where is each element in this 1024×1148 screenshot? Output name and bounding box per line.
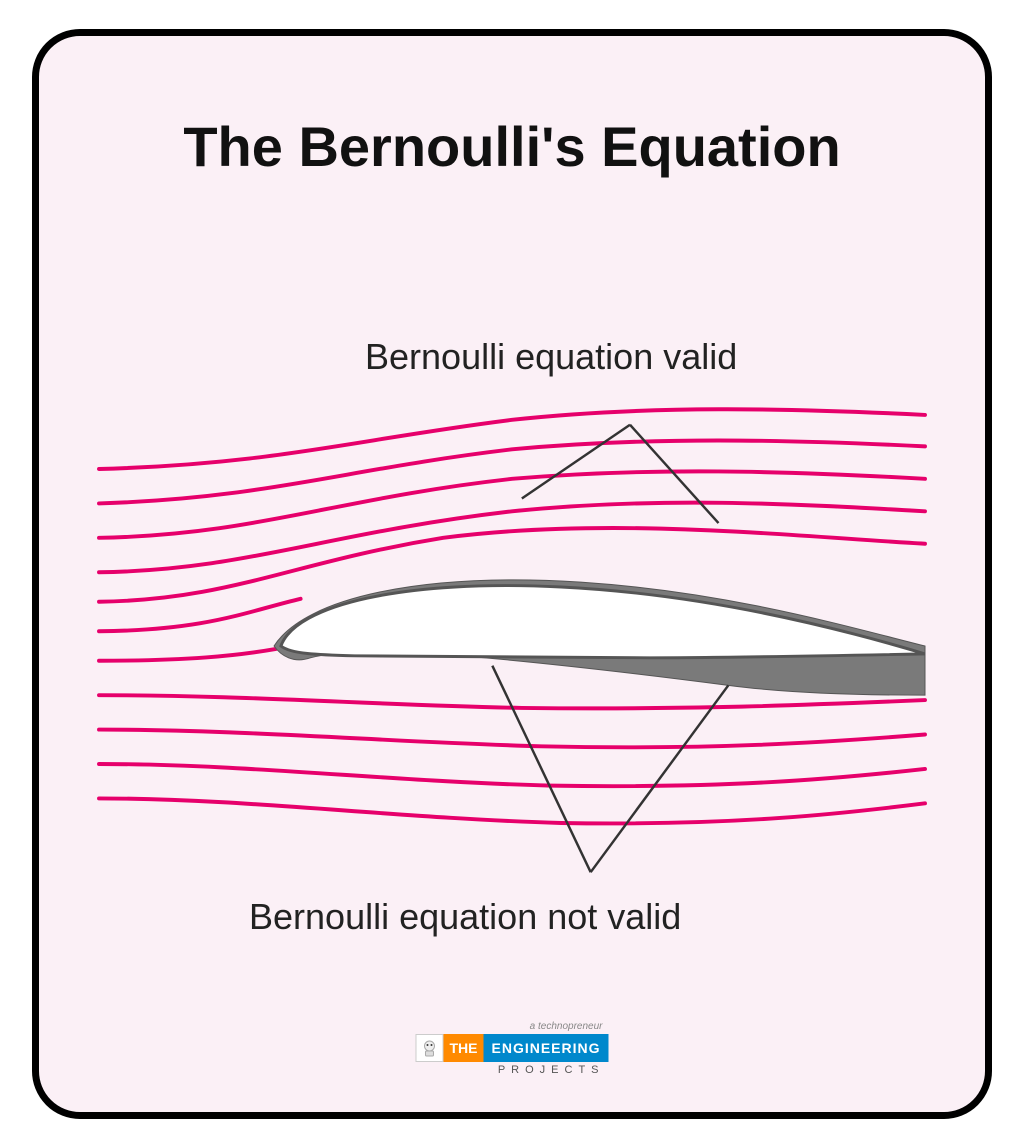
logo-tagline: a technopreneur xyxy=(415,1021,608,1032)
logo-projects: PROJECTS xyxy=(415,1064,608,1076)
bernoulli-flow-svg xyxy=(99,336,925,956)
diagram-area: Bernoulli equation valid Bernoulli equat… xyxy=(99,336,925,956)
label-valid: Bernoulli equation valid xyxy=(365,336,737,378)
logo-the: THE xyxy=(443,1034,483,1062)
logo-block: a technopreneur THE ENGINEERING PROJECTS xyxy=(415,1021,608,1076)
robot-icon xyxy=(415,1034,443,1062)
logo-bar: THE ENGINEERING xyxy=(415,1034,608,1062)
diagram-title: The Bernoulli's Equation xyxy=(39,114,985,179)
logo-engineering: ENGINEERING xyxy=(483,1034,608,1062)
diagram-card: The Bernoulli's Equation Bernoulli equat… xyxy=(32,29,992,1119)
label-not-valid: Bernoulli equation not valid xyxy=(249,896,681,938)
